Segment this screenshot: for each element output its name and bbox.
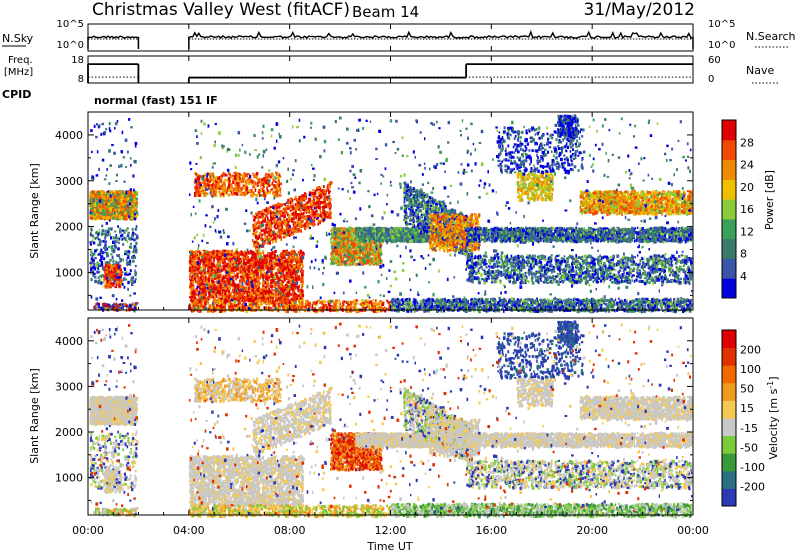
nave-tick-top: 60: [708, 55, 721, 66]
freq-label-line1: Freq.: [8, 55, 33, 66]
frequency-panel: Freq. [MHz] 18 8 60 0 Nave: [4, 55, 780, 85]
noise-left-tick-top: 10^5: [57, 19, 84, 30]
date-label: 31/May/2012: [584, 0, 696, 20]
nave-tick-bottom: 0: [708, 74, 714, 85]
power-cell: [90, 205, 92, 208]
freq-label-line2: [MHz]: [4, 67, 33, 78]
noise-right-label: N.Search: [746, 30, 796, 43]
noise-sky-series: [189, 32, 693, 38]
radar-summary-plot: Christmas Valley West (fitACF) Beam 14 3…: [0, 0, 800, 554]
power-cell: [118, 202, 120, 204]
noise-left-label: N.Sky: [2, 32, 34, 45]
noise-right-tick-top: 10^5: [708, 19, 735, 30]
noise-panel: N.Sky 10^5 10^0 10^5 10^0 N.Search: [2, 19, 796, 51]
freq-tick-bottom: 8: [78, 74, 84, 85]
nave-label: Nave: [746, 64, 774, 77]
beam-label: Beam 14: [352, 3, 419, 21]
cpid-value: normal (fast) 151 IF: [94, 94, 218, 107]
noise-left-tick-bottom: 10^0: [57, 40, 84, 51]
noise-sky-series: [88, 36, 138, 38]
cpid-label: CPID: [2, 88, 31, 101]
freq-tick-top: 18: [71, 55, 84, 66]
power-cell: [91, 217, 93, 219]
plot-title: Christmas Valley West (fitACF): [92, 0, 350, 20]
noise-right-tick-bottom: 10^0: [708, 40, 735, 51]
